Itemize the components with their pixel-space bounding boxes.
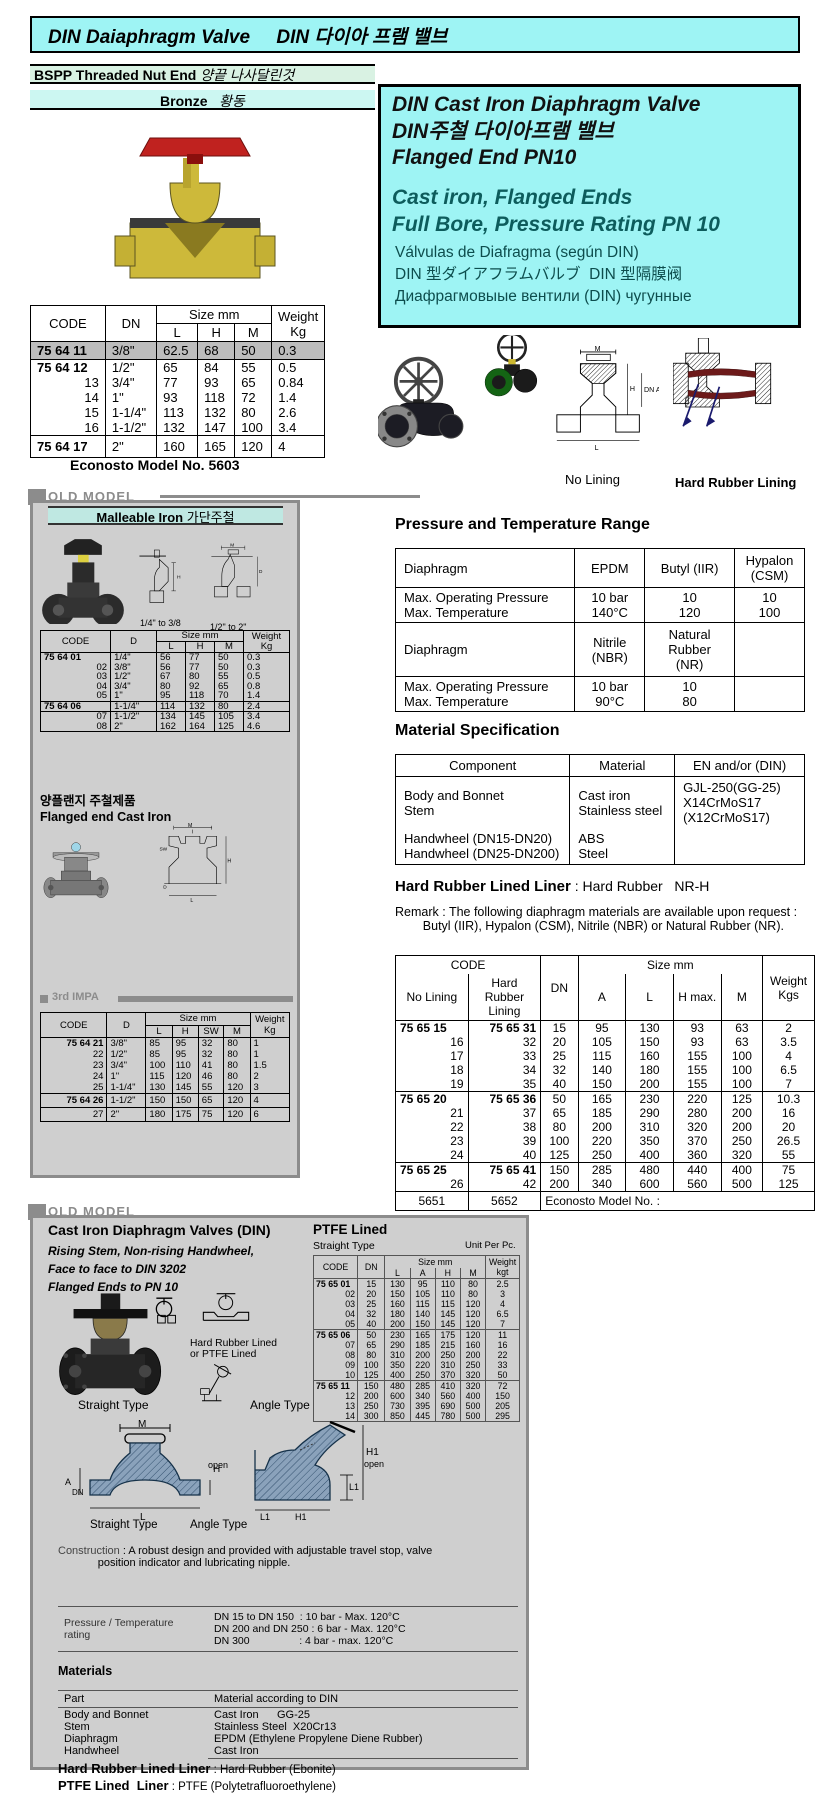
svg-text:H1: H1 bbox=[295, 1512, 307, 1522]
svg-text:H: H bbox=[630, 386, 635, 393]
svg-text:M: M bbox=[188, 823, 192, 829]
svg-text:M: M bbox=[230, 543, 234, 548]
svg-text:M: M bbox=[595, 346, 601, 353]
svg-text:L: L bbox=[190, 898, 193, 904]
svg-text:open: open bbox=[364, 1459, 384, 1469]
svg-text:D: D bbox=[163, 885, 167, 891]
svg-text:L1: L1 bbox=[260, 1512, 270, 1522]
svg-text:L: L bbox=[595, 445, 599, 452]
svg-text:M: M bbox=[138, 1420, 146, 1430]
svg-text:H1: H1 bbox=[366, 1447, 379, 1458]
svg-text:H: H bbox=[177, 575, 181, 581]
svg-text:open: open bbox=[208, 1460, 228, 1470]
svg-text:L1: L1 bbox=[349, 1482, 359, 1492]
svg-text:A: A bbox=[65, 1477, 71, 1487]
svg-text:SW: SW bbox=[160, 847, 168, 853]
svg-text:D: D bbox=[259, 569, 263, 574]
svg-text:H: H bbox=[227, 858, 231, 864]
svg-text:DN: DN bbox=[72, 1488, 84, 1497]
svg-text:DN A: DN A bbox=[644, 387, 659, 394]
